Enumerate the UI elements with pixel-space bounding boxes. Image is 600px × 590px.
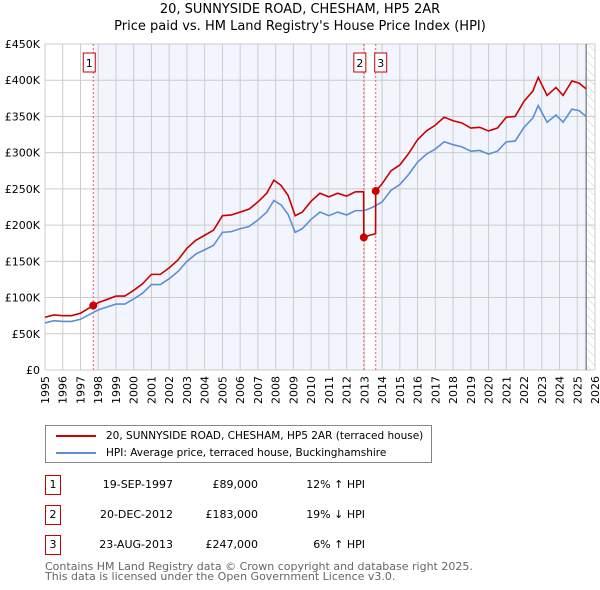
sale-price: £247,000 — [205, 538, 259, 551]
y-tick-label: £200K — [5, 219, 41, 232]
x-tick-label: 2008 — [270, 376, 283, 404]
x-tick-label: 1997 — [74, 376, 87, 404]
x-tick-label: 1996 — [57, 376, 70, 404]
sale-marker-label: 1 — [86, 57, 93, 70]
chart-title: 20, SUNNYSIDE ROAD, CHESHAM, HP5 2AR — [159, 2, 441, 17]
sale-point — [359, 233, 368, 242]
sale-price: £183,000 — [205, 508, 259, 521]
x-tick-label: 2026 — [589, 376, 600, 404]
x-tick-label: 2024 — [554, 376, 567, 404]
y-tick-label: £50K — [12, 328, 41, 341]
sale-marker-badge: 3 — [45, 535, 61, 555]
x-tick-label: 2013 — [358, 376, 371, 404]
x-tick-label: 2014 — [376, 376, 389, 404]
x-tick-label: 2019 — [465, 376, 478, 404]
sale-hpi-diff: 6% ↑ HPI — [313, 538, 365, 551]
sale-hpi-diff: 12% ↑ HPI — [306, 478, 365, 491]
x-tick-label: 2016 — [412, 376, 425, 404]
x-tick-label: 2025 — [571, 376, 584, 404]
x-tick-label: 2001 — [145, 376, 158, 404]
x-tick-label: 2023 — [536, 376, 549, 404]
sale-marker-label: 3 — [377, 57, 384, 70]
legend-label: 20, SUNNYSIDE ROAD, CHESHAM, HP5 2AR (te… — [106, 430, 424, 442]
x-tick-label: 2003 — [181, 376, 194, 404]
shaded-ownership-period — [93, 44, 364, 370]
sale-row: 3 23-AUG-2013 £247,000 6% ↑ HPI — [45, 535, 445, 557]
sale-date: 19-SEP-1997 — [102, 478, 173, 491]
y-tick-label: £250K — [5, 183, 41, 196]
line-chart: 1995 1996 1997 1998 1999 2000 2001 2002 2003 2004… — [5, 38, 600, 404]
hpi-line — [44, 103, 587, 324]
legend-item-property: 20, SUNNYSIDE ROAD, CHESHAM, HP5 2AR (te… — [56, 428, 423, 444]
sale-marker-badge — [82, 52, 96, 73]
sale-price: £89,000 — [212, 478, 259, 491]
y-tick-label: £400K — [5, 74, 41, 87]
legend-swatch-red — [56, 435, 96, 437]
legend: 20, SUNNYSIDE ROAD, CHESHAM, HP5 2AR (te… — [45, 425, 432, 463]
legend-item-hpi: HPI: Average price, terraced house, Buck… — [56, 445, 386, 461]
x-tick-label: 2010 — [305, 376, 318, 404]
sale-marker-badge: 2 — [45, 505, 61, 525]
y-tick-label: £150K — [5, 255, 41, 268]
sale-date: 20-DEC-2012 — [99, 508, 173, 521]
x-tick-label: 2005 — [216, 376, 229, 404]
sale-hpi-diff: 19% ↓ HPI — [306, 508, 365, 521]
legend-label: HPI: Average price, terraced house, Buck… — [106, 447, 387, 459]
sale-marker-badge — [353, 52, 367, 73]
x-tick-label: 2015 — [394, 376, 407, 404]
x-tick-label: 1998 — [92, 376, 105, 404]
x-tick-label: 2020 — [483, 376, 496, 404]
x-tick-label: 2021 — [500, 376, 513, 404]
y-tick-label: £450K — [5, 38, 41, 51]
sale-row: 1 19-SEP-1997 £89,000 12% ↑ HPI — [45, 475, 445, 497]
sale-point — [89, 301, 98, 310]
future-hatch — [586, 44, 595, 370]
x-tick-label: 2011 — [323, 376, 336, 404]
legend-swatch-blue — [56, 452, 96, 454]
sale-marker-badge — [374, 52, 388, 73]
x-tick-label: 2004 — [199, 376, 212, 404]
sale-point — [371, 187, 380, 196]
sale-marker-label: 2 — [356, 57, 363, 70]
sale-date: 23-AUG-2013 — [99, 538, 173, 551]
x-tick-label: 2007 — [252, 376, 265, 404]
footer-licence: This data is licensed under the Open Gov… — [45, 570, 396, 583]
x-tick-label: 2012 — [341, 376, 354, 404]
x-tick-label: 2000 — [128, 376, 141, 404]
y-tick-label: £0 — [26, 364, 40, 377]
chart-subtitle: Price paid vs. HM Land Registry's House … — [114, 19, 486, 34]
x-tick-label: 2006 — [234, 376, 247, 404]
y-tick-label: £300K — [5, 147, 41, 160]
shaded-ownership-period — [375, 44, 587, 370]
property-price-line — [44, 75, 587, 319]
y-tick-label: £350K — [5, 110, 41, 123]
x-tick-label: 2002 — [163, 376, 176, 404]
y-tick-label: £100K — [5, 292, 41, 305]
sale-marker-badge: 1 — [45, 475, 61, 495]
x-tick-label: 2018 — [447, 376, 460, 404]
sale-row: 2 20-DEC-2012 £183,000 19% ↓ HPI — [45, 505, 445, 527]
x-tick-label: 2009 — [287, 376, 300, 404]
footer-copyright: Contains HM Land Registry data © Crown c… — [45, 560, 473, 573]
x-tick-label: 2017 — [429, 376, 442, 404]
x-tick-label: 1999 — [110, 376, 123, 404]
x-tick-label: 1995 — [39, 376, 52, 404]
x-tick-label: 2022 — [518, 376, 531, 404]
